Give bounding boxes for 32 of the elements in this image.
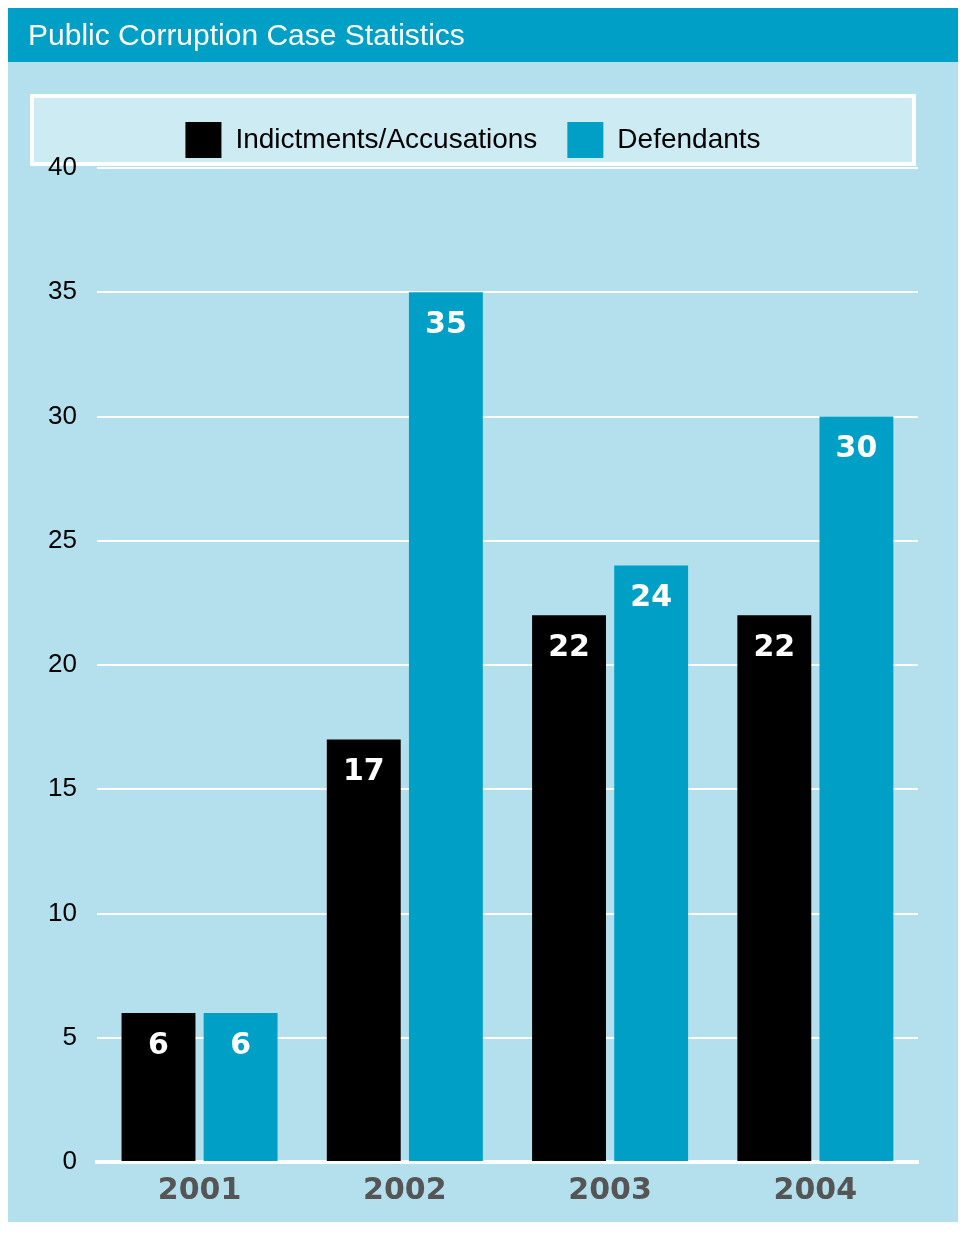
data-label: 6 (148, 1025, 169, 1061)
chart-title: Public Corruption Case Statistics (8, 8, 958, 62)
bar (203, 1012, 278, 1161)
data-label: 17 (342, 752, 385, 788)
bar (737, 615, 812, 1161)
y-tick-label: 35 (48, 275, 77, 306)
bar (326, 739, 401, 1161)
data-label: 22 (753, 628, 796, 664)
x-tick-label: 2003 (568, 1170, 652, 1206)
bar (532, 615, 606, 1161)
y-tick-label: 5 (62, 1020, 77, 1051)
bar (819, 416, 894, 1161)
bar (614, 565, 689, 1161)
y-tick-label: 0 (62, 1145, 77, 1176)
bar (408, 292, 483, 1161)
data-label: 22 (548, 628, 590, 664)
data-label: 24 (630, 578, 673, 614)
x-tick-label: 2004 (773, 1170, 858, 1206)
bar (121, 1012, 196, 1161)
data-label: 30 (835, 429, 878, 465)
legend-label: Indictments/Accusations (235, 122, 538, 154)
y-tick-label: 15 (48, 772, 77, 803)
data-label: 35 (425, 305, 467, 341)
y-tick-label: 40 (48, 151, 77, 182)
y-tick-label: 20 (48, 648, 77, 679)
y-tick-label: 30 (48, 399, 77, 430)
data-label: 6 (230, 1025, 252, 1061)
legend-label: Defendants (617, 122, 761, 154)
x-tick-label: 2002 (363, 1170, 447, 1206)
y-tick-label: 10 (48, 896, 77, 927)
x-tick-label: 2001 (157, 1170, 242, 1206)
y-tick-label: 25 (48, 523, 77, 554)
